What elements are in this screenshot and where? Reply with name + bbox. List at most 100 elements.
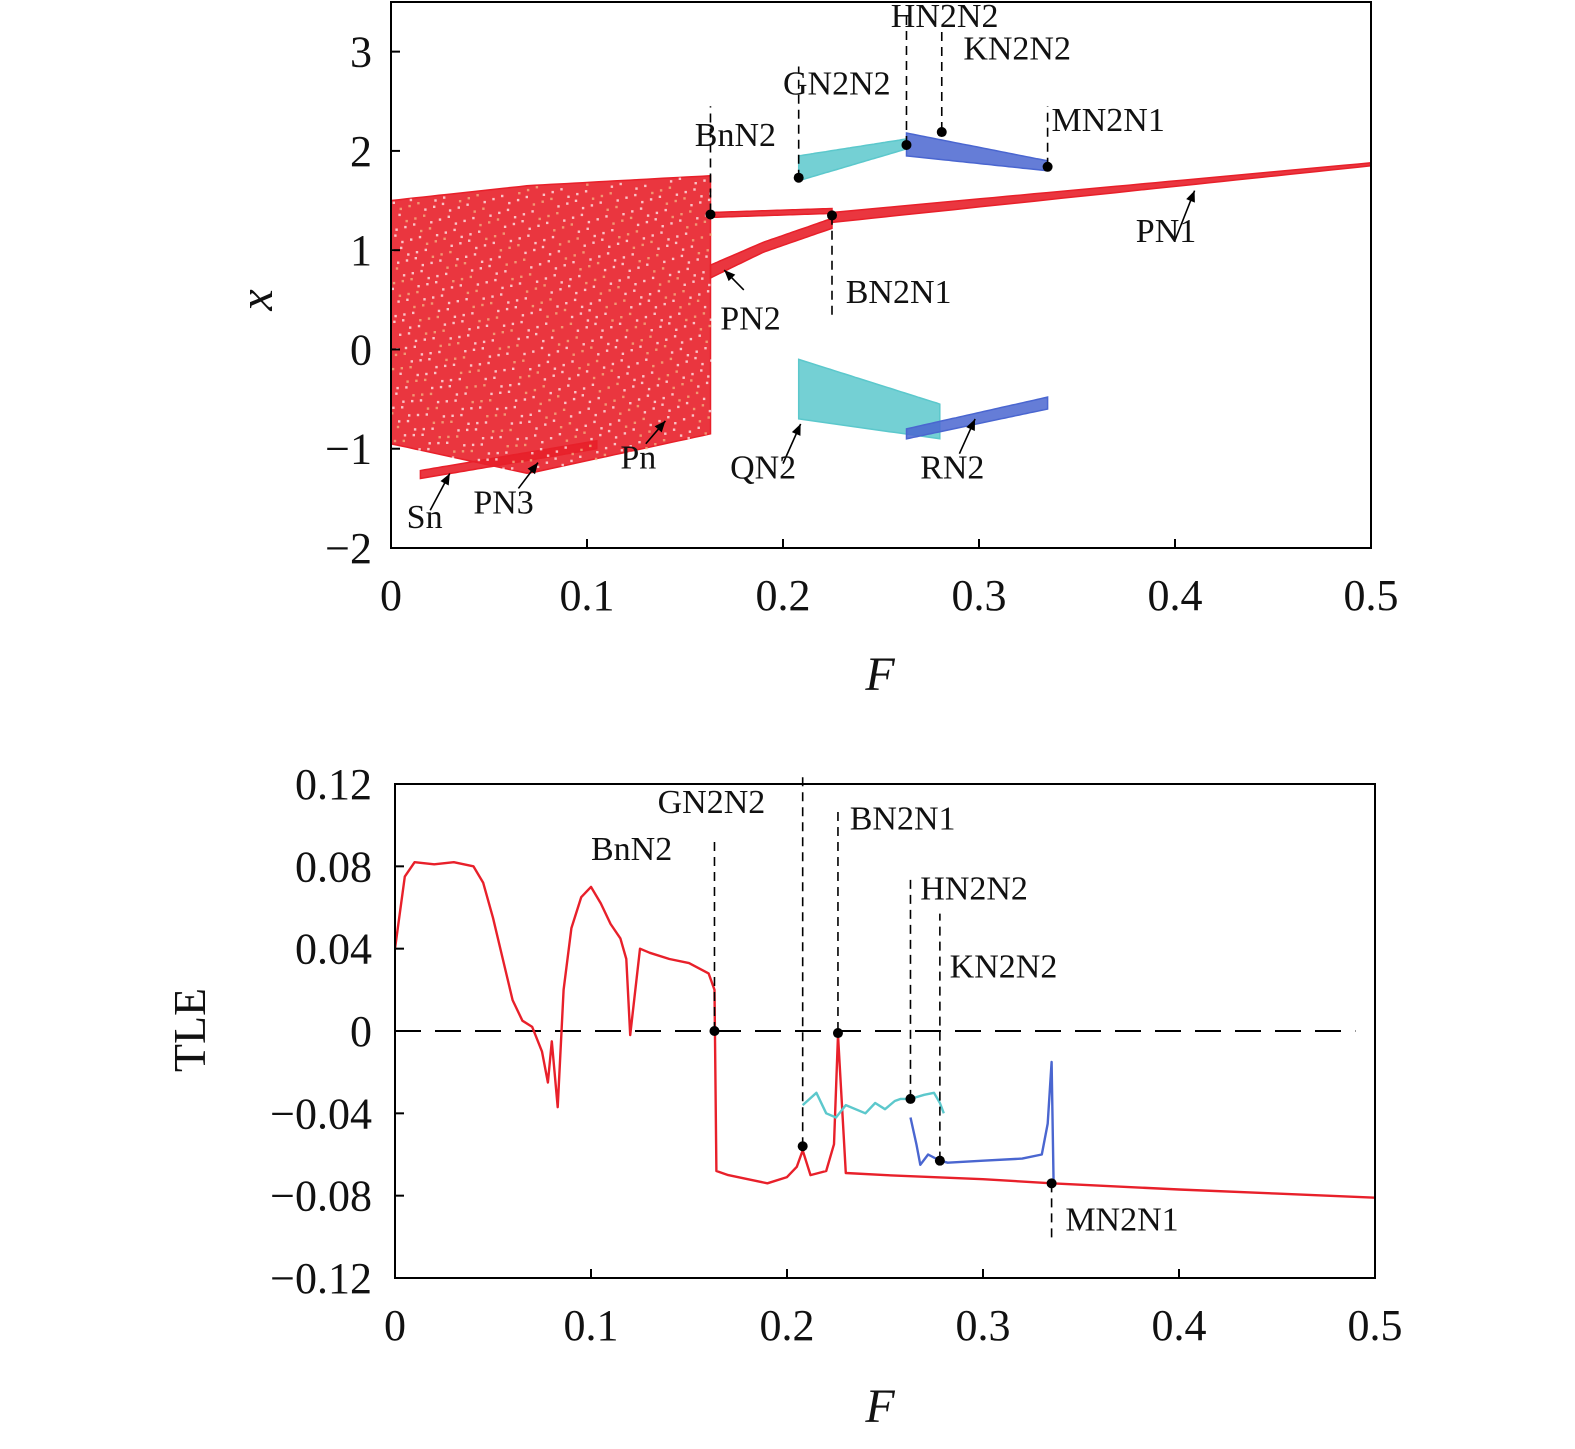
tle-series-line (801, 1091, 945, 1119)
chaos-point (446, 308, 449, 311)
chaos-point (556, 212, 559, 215)
chaos-point (487, 361, 490, 365)
chaos-point (546, 221, 549, 225)
chaos-point (458, 335, 461, 339)
chaos-point (515, 299, 519, 302)
chaos-point (640, 381, 644, 385)
chaos-point (644, 315, 648, 319)
chaos-point (558, 433, 562, 436)
chaos-point (684, 232, 688, 235)
chaos-point (423, 214, 426, 217)
chaos-point (603, 453, 607, 457)
chaos-point (613, 442, 617, 446)
chaos-point (451, 456, 455, 459)
chaos-point (706, 249, 709, 252)
chaos-point (536, 465, 540, 469)
chaos-point (472, 348, 476, 351)
chaos-point (549, 437, 553, 440)
chaos-point (557, 343, 561, 346)
chaos-point (702, 397, 706, 401)
chaos-point (700, 236, 704, 239)
chaos-point (610, 326, 613, 329)
chaos-point (550, 197, 553, 201)
chaos-point (588, 265, 591, 268)
chaos-point (456, 300, 459, 303)
chaos-point (494, 370, 497, 373)
chaos-point (474, 428, 478, 431)
chaos-point (447, 435, 450, 439)
chaos-point (611, 362, 615, 366)
chaos-point (534, 241, 537, 245)
chaos-point (591, 383, 595, 386)
chaos-point (597, 396, 600, 400)
chaos-point (515, 444, 518, 447)
chaos-point (582, 343, 585, 346)
chaos-point (427, 317, 431, 320)
annotation-label: PN1 (1136, 213, 1196, 250)
chaos-point (703, 220, 707, 223)
chaos-point (491, 430, 495, 433)
chaos-point (436, 274, 439, 278)
chaos-point (656, 254, 659, 257)
chaos-point (445, 358, 448, 362)
chaos-point (519, 421, 522, 424)
chaos-point (431, 386, 434, 390)
chaos-point (681, 248, 685, 251)
chaos-point (552, 419, 556, 422)
chaos-point (508, 246, 511, 249)
x-tick-label: 0.1 (564, 1301, 619, 1350)
chaos-point (420, 353, 424, 356)
chaos-point (529, 413, 532, 416)
bifurcation-ylabel: x (230, 289, 283, 311)
chaos-point (480, 443, 483, 446)
chaos-point (453, 450, 456, 453)
chaos-point (607, 386, 610, 389)
chaos-point (569, 278, 572, 281)
chaos-point (476, 283, 480, 286)
chaos-point (547, 214, 550, 218)
chaos-point (480, 400, 483, 403)
chaos-point (614, 346, 618, 349)
chaos-point (463, 219, 466, 223)
chaos-point (535, 280, 539, 283)
chaos-point (627, 276, 630, 279)
chaos-point (522, 213, 526, 216)
chaos-point (660, 319, 663, 322)
chaos-point (681, 383, 684, 386)
chaos-point (466, 428, 469, 432)
chaos-point (683, 325, 687, 328)
chaos-point (558, 243, 562, 246)
chaos-point (518, 192, 521, 195)
chaos-point (557, 205, 560, 208)
chaos-point (647, 299, 651, 302)
chaos-point (426, 407, 430, 410)
chaos-point (421, 263, 424, 267)
chaos-point (590, 204, 594, 207)
chaos-point (406, 419, 410, 423)
chaos-point (598, 390, 602, 393)
chaos-point (621, 352, 625, 355)
chaos-point (653, 400, 657, 404)
chaos-point (454, 222, 458, 225)
chaos-point (645, 220, 649, 224)
chaos-point (617, 286, 620, 289)
chaos-point (489, 214, 492, 217)
chaos-point (433, 331, 436, 334)
chaos-point (604, 312, 607, 315)
chaos-point (502, 232, 505, 235)
chaos-point (581, 206, 585, 210)
chaos-point (478, 363, 482, 366)
chaos-point (662, 396, 665, 400)
chaos-point (487, 452, 491, 455)
chaos-point (492, 197, 495, 201)
chaos-point (580, 448, 583, 452)
chaos-point (535, 186, 539, 189)
x-tick-label: 0.4 (1152, 1301, 1207, 1350)
y-tick-label: 0.12 (295, 760, 372, 809)
chaos-point (591, 197, 595, 200)
chaos-point (686, 226, 689, 229)
chaos-point (427, 276, 430, 280)
chaos-point (409, 366, 412, 369)
chaos-point (421, 433, 424, 436)
chaos-point (638, 441, 641, 444)
